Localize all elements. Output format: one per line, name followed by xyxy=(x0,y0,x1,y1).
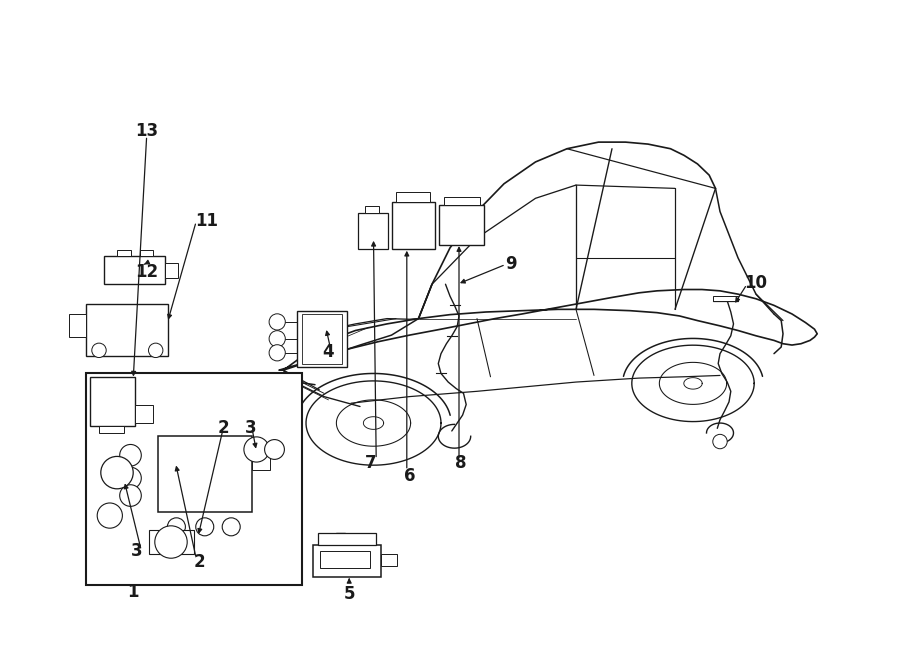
Text: 1: 1 xyxy=(128,582,139,601)
Bar xyxy=(86,373,302,585)
Circle shape xyxy=(265,440,284,459)
Bar xyxy=(86,304,168,356)
Bar xyxy=(140,250,153,256)
Text: 9: 9 xyxy=(506,255,517,274)
Bar xyxy=(365,206,379,213)
Text: 5: 5 xyxy=(344,584,355,603)
Bar xyxy=(135,405,153,423)
Bar xyxy=(381,554,397,566)
Circle shape xyxy=(269,330,285,347)
Bar xyxy=(358,213,388,249)
Circle shape xyxy=(222,518,240,536)
Text: 4: 4 xyxy=(323,342,334,361)
Circle shape xyxy=(713,434,727,449)
Bar xyxy=(392,202,435,249)
Text: 3: 3 xyxy=(245,419,256,438)
Circle shape xyxy=(195,518,213,536)
Bar xyxy=(117,250,130,256)
Circle shape xyxy=(244,437,269,462)
Bar xyxy=(713,296,738,301)
Text: 7: 7 xyxy=(365,453,376,472)
Circle shape xyxy=(148,343,163,358)
Bar xyxy=(313,545,381,577)
Text: 12: 12 xyxy=(135,263,158,282)
Bar xyxy=(320,551,370,568)
Circle shape xyxy=(97,503,122,528)
Text: 10: 10 xyxy=(744,274,768,292)
Bar xyxy=(302,314,342,364)
Bar xyxy=(90,377,135,426)
Text: 2: 2 xyxy=(194,553,205,571)
Bar xyxy=(104,256,165,284)
Bar xyxy=(165,263,178,278)
Bar xyxy=(69,314,86,337)
Bar xyxy=(99,426,124,433)
Circle shape xyxy=(92,343,106,358)
Circle shape xyxy=(167,518,185,536)
Text: 11: 11 xyxy=(195,212,219,231)
Bar xyxy=(297,311,346,367)
Bar xyxy=(439,205,484,245)
Bar xyxy=(396,192,430,202)
Bar xyxy=(444,197,480,205)
Bar xyxy=(158,436,252,512)
Circle shape xyxy=(269,314,285,330)
Circle shape xyxy=(120,467,141,489)
Text: 8: 8 xyxy=(455,453,466,472)
Bar xyxy=(252,444,270,471)
Bar xyxy=(148,530,194,554)
Text: 6: 6 xyxy=(404,467,415,485)
Circle shape xyxy=(269,344,285,361)
Circle shape xyxy=(155,525,187,559)
Text: 3: 3 xyxy=(131,541,142,560)
Circle shape xyxy=(120,444,141,466)
Circle shape xyxy=(120,485,141,506)
Text: 2: 2 xyxy=(218,419,229,438)
Bar xyxy=(318,533,376,545)
Circle shape xyxy=(101,456,133,489)
Text: 13: 13 xyxy=(135,122,158,140)
